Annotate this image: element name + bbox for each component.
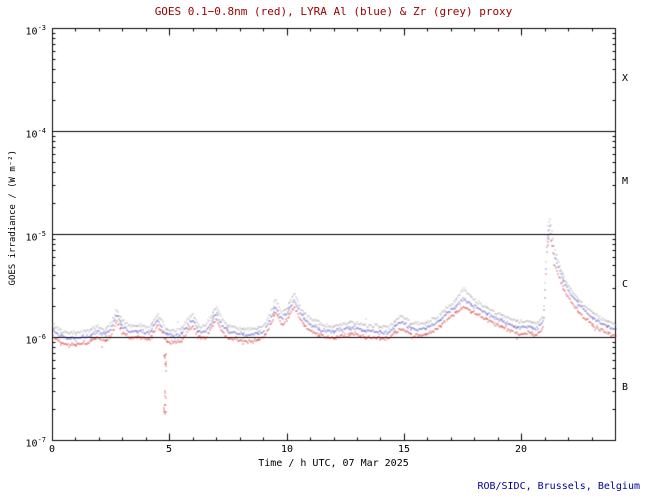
flare-class-label-x: X [622, 73, 629, 84]
x-tick-20: 20 [514, 444, 528, 455]
y-tick-1e-3: 10-3 [25, 24, 46, 38]
y-tick-1e-6: 10-6 [25, 333, 46, 347]
y-axis-label: GOES irradiance / (W m⁻²) [8, 150, 18, 286]
flare-class-label-m: M [622, 176, 629, 187]
x-tick-10: 10 [280, 444, 294, 455]
y-tick-1e-4: 10-4 [25, 127, 46, 141]
x-tick-0: 0 [48, 444, 56, 455]
x-tick-15: 15 [397, 444, 411, 455]
credit-line: ROB/SIDC, Brussels, Belgium [477, 481, 640, 492]
y-tick-1e-5: 10-5 [25, 230, 46, 244]
x-tick-5: 5 [165, 444, 173, 455]
chart-title: GOES 0.1−0.8nm (red), LYRA Al (blue) & Z… [154, 5, 513, 18]
x-axis-label: Time / h UTC, 07 Mar 2025 [258, 458, 409, 469]
flare-class-label-c: C [622, 279, 629, 290]
y-tick-1e-7: 10-7 [25, 436, 46, 450]
flare-class-label-b: B [622, 382, 629, 393]
